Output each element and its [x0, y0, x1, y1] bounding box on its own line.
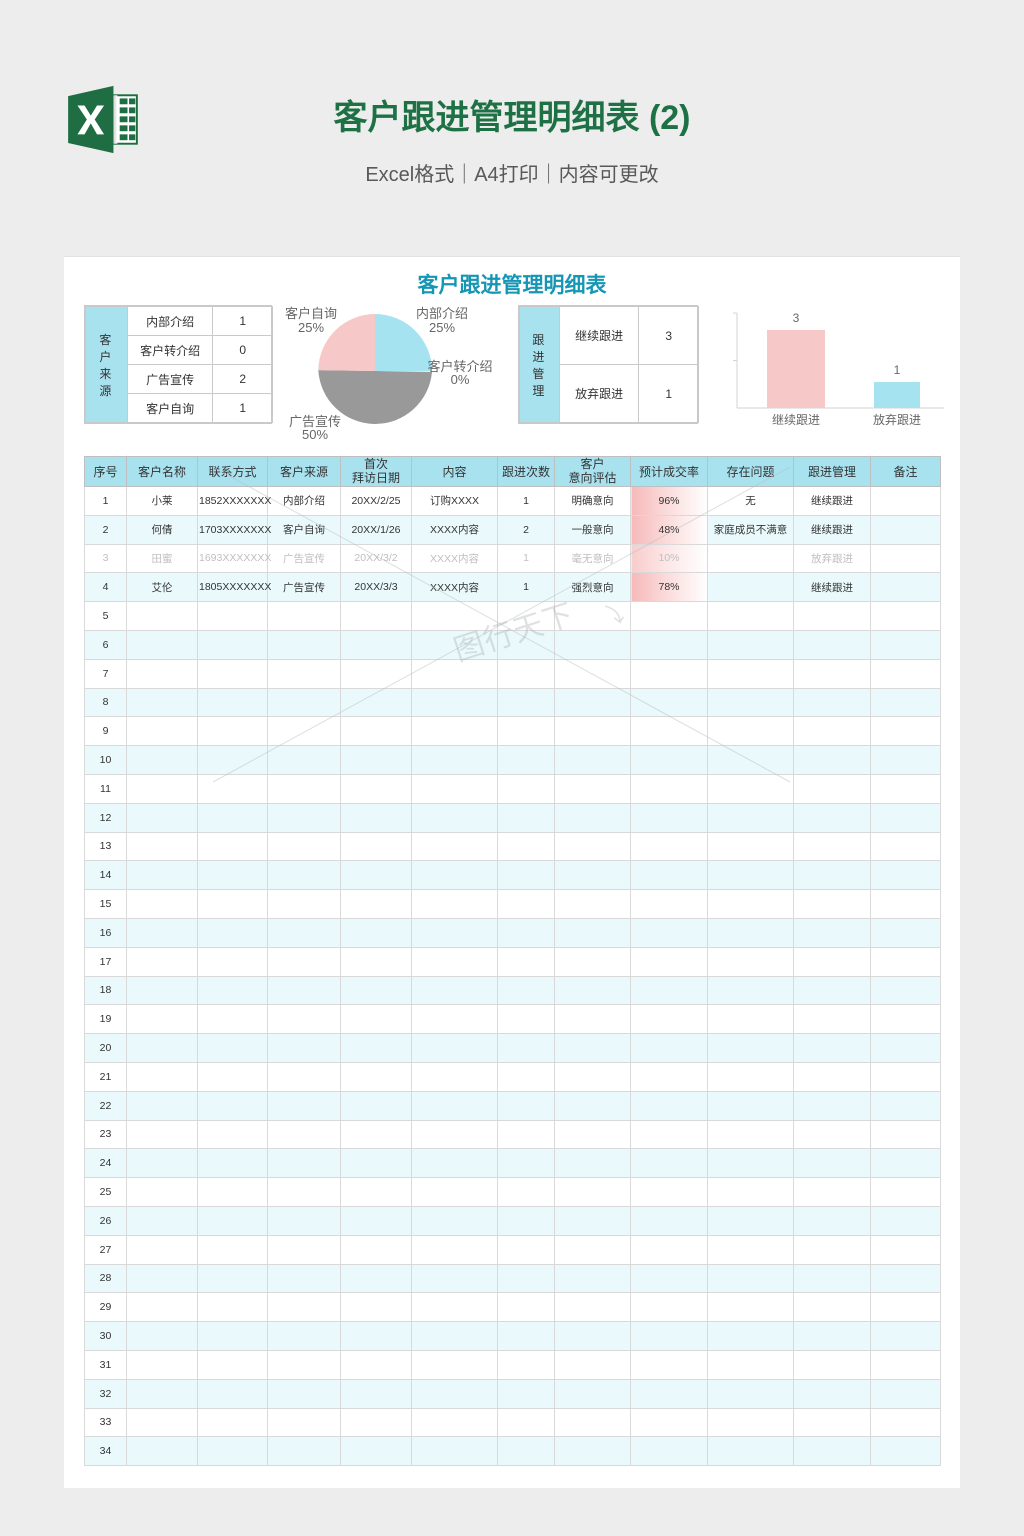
svg-text:内部介绍: 内部介绍 [416, 306, 468, 321]
svg-text:放弃跟进: 放弃跟进 [873, 412, 921, 427]
svg-text:25%: 25% [298, 320, 324, 335]
svg-text:3: 3 [793, 311, 800, 325]
svg-text:50%: 50% [302, 427, 328, 442]
svg-text:客户自询: 客户自询 [285, 306, 337, 321]
svg-text:1: 1 [894, 363, 901, 377]
svg-text:0%: 0% [451, 372, 470, 387]
svg-text:25%: 25% [429, 320, 455, 335]
svg-text:继续跟进: 继续跟进 [772, 413, 820, 427]
